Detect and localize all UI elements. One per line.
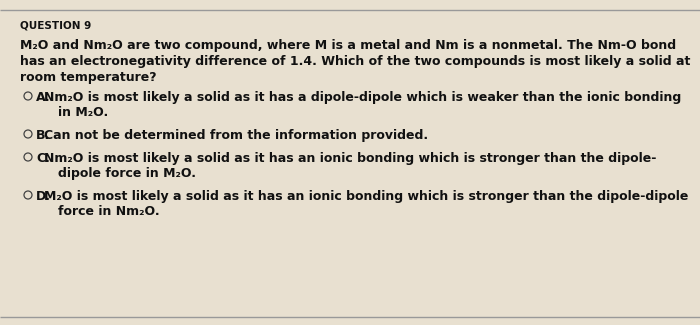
Text: QUESTION 9: QUESTION 9 xyxy=(20,20,91,30)
Text: Can not be determined from the information provided.: Can not be determined from the informati… xyxy=(44,129,428,142)
Text: A.: A. xyxy=(36,91,50,104)
Text: in M₂O.: in M₂O. xyxy=(58,106,108,119)
Text: M₂O and Nm₂O are two compound, where M is a metal and Nm is a nonmetal. The Nm-O: M₂O and Nm₂O are two compound, where M i… xyxy=(20,39,676,52)
Text: B.: B. xyxy=(36,129,50,142)
Text: Nm₂O is most likely a solid as it has a dipole-dipole which is weaker than the i: Nm₂O is most likely a solid as it has a … xyxy=(44,91,681,104)
Text: dipole force in M₂O.: dipole force in M₂O. xyxy=(58,167,196,180)
Text: has an electronegativity difference of 1.4. Which of the two compounds is most l: has an electronegativity difference of 1… xyxy=(20,55,690,68)
Text: D.: D. xyxy=(36,190,51,203)
Text: M₂O is most likely a solid as it has an ionic bonding which is stronger than the: M₂O is most likely a solid as it has an … xyxy=(44,190,688,203)
Text: C.: C. xyxy=(36,152,50,165)
Text: Nm₂O is most likely a solid as it has an ionic bonding which is stronger than th: Nm₂O is most likely a solid as it has an… xyxy=(44,152,657,165)
Text: room temperature?: room temperature? xyxy=(20,71,157,84)
Text: force in Nm₂O.: force in Nm₂O. xyxy=(58,205,160,218)
